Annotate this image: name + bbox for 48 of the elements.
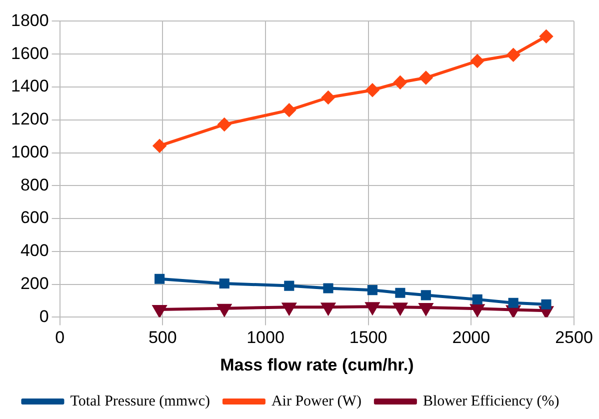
point	[420, 290, 431, 300]
y-tick-label: 1400	[10, 76, 49, 96]
y-tick-label: 600	[20, 208, 49, 228]
point	[540, 30, 553, 43]
point	[541, 299, 552, 310]
point	[367, 285, 378, 296]
y-tick-label: 400	[20, 241, 49, 260]
point	[395, 288, 406, 298]
point	[153, 139, 166, 152]
point	[508, 298, 518, 308]
point	[219, 278, 230, 289]
legend-label: Blower Efficiency (%)	[422, 393, 560, 410]
point	[322, 91, 335, 104]
point	[282, 104, 296, 117]
legend-label: Total Pressure (mmwc)	[70, 393, 210, 410]
point	[419, 71, 432, 84]
y-tick-label: 1000	[10, 142, 49, 162]
point	[506, 48, 520, 62]
x-axis-title: Mass flow rate (cum/hr.)	[220, 355, 414, 374]
point	[218, 304, 232, 316]
point	[470, 304, 484, 316]
point	[366, 84, 379, 97]
point	[394, 302, 407, 315]
x-tick-label: 500	[148, 328, 177, 348]
point	[323, 283, 334, 294]
point	[282, 302, 296, 315]
y-tick-label: 1600	[10, 44, 49, 63]
x-tick-label: 1500	[349, 328, 388, 348]
y-tick-label: 1800	[10, 10, 49, 30]
point	[419, 303, 433, 315]
x-tick-label: 1000	[246, 328, 284, 348]
point	[284, 280, 294, 291]
y-tick-label: 1200	[10, 110, 49, 129]
x-tick-label: 0	[55, 328, 65, 348]
y-tick-label: 200	[20, 274, 49, 293]
y-tick-label: 800	[20, 175, 49, 194]
point	[366, 302, 380, 314]
point	[152, 304, 166, 317]
x-tick-label: 2000	[452, 328, 490, 348]
point	[472, 294, 482, 304]
x-tick-label: 2500	[555, 328, 593, 348]
point	[470, 54, 484, 68]
point	[154, 274, 165, 284]
point	[322, 302, 335, 315]
point	[218, 118, 231, 131]
legend-label: Air Power (W)	[271, 393, 362, 410]
y-tick-label: 0	[39, 306, 49, 326]
point	[394, 76, 407, 89]
